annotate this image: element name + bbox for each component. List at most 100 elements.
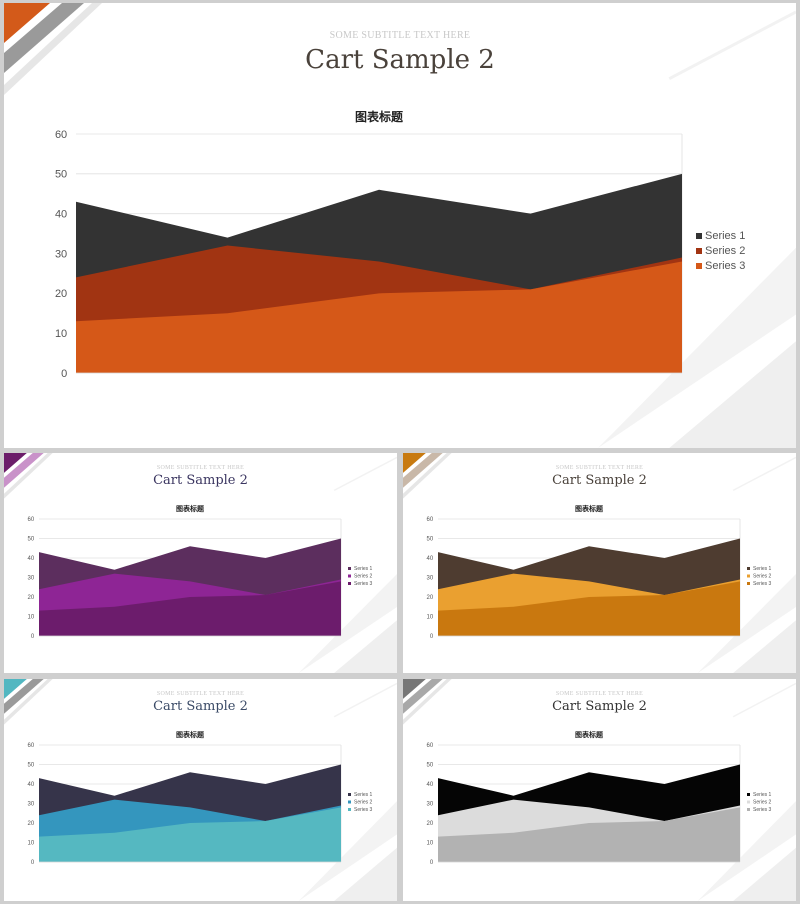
y-tick-label: 10 — [55, 328, 67, 340]
slide-title: Cart Sample 2 — [305, 45, 495, 75]
slide-3[interactable]: SOME SUBTITLE TEXT HERE Cart Sample 2 图表… — [403, 453, 796, 673]
legend-label: Series 3 — [705, 260, 745, 272]
area-series-3 — [438, 581, 740, 636]
corner-stripe — [697, 574, 796, 673]
area-chart: 图表标题 0 10 20 30 40 50 60 Series 1 Series 2Series … — [427, 730, 772, 866]
chart-title: 图表标题 — [575, 730, 604, 739]
slide-decoration — [4, 453, 397, 673]
y-tick-label: 0 — [31, 634, 35, 640]
y-tick-label: 0 — [430, 634, 434, 640]
slide-subtitle: SOME SUBTITLE TEXT HERE — [555, 465, 644, 471]
legend-label: Series 2 — [705, 245, 745, 257]
corner-stripe — [298, 801, 397, 901]
y-tick-label: 30 — [427, 802, 434, 808]
y-tick-label: 0 — [430, 860, 434, 866]
legend-label: Series 3 — [354, 581, 373, 587]
y-tick-label: 40 — [427, 556, 434, 562]
y-tick-label: 20 — [28, 821, 35, 827]
legend-swatch — [696, 248, 702, 254]
chart-title: 图表标题 — [176, 504, 205, 513]
corner-stripe — [669, 341, 796, 448]
y-tick-label: 30 — [28, 802, 35, 808]
y-tick-label: 60 — [28, 517, 35, 523]
slide-1[interactable]: SOME SUBTITLE TEXT HERE Cart Sample 2 图表… — [4, 3, 796, 448]
legend-label: Series 3 — [753, 581, 772, 587]
y-tick-label: 60 — [55, 129, 67, 141]
slide-title: Cart Sample 2 — [153, 699, 248, 714]
legend-swatch — [747, 582, 750, 585]
corner-stripe — [732, 682, 796, 718]
y-tick-label: 40 — [55, 209, 67, 221]
corner-stripe — [733, 847, 796, 901]
y-tick-label: 0 — [61, 368, 67, 380]
slide-4[interactable]: SOME SUBTITLE TEXT HERE Cart Sample 2 图表… — [4, 679, 397, 901]
corner-stripe — [403, 679, 443, 714]
legend-swatch — [747, 793, 750, 796]
y-tick-label: 40 — [28, 782, 35, 788]
legend-swatch — [348, 574, 351, 578]
chart-title: 图表标题 — [176, 730, 205, 739]
y-tick-label: 40 — [28, 556, 35, 562]
y-tick-label: 40 — [427, 782, 434, 788]
chart-title: 图表标题 — [355, 109, 404, 124]
y-tick-label: 20 — [427, 595, 434, 601]
y-tick-label: 10 — [427, 841, 434, 847]
slide-title: Cart Sample 2 — [552, 699, 647, 714]
y-tick-label: 60 — [28, 743, 35, 749]
y-tick-label: 60 — [427, 743, 434, 749]
slide-decoration — [4, 3, 796, 448]
area-series-3 — [39, 581, 341, 636]
legend-label: Series 2 — [354, 800, 373, 806]
slide-title: Cart Sample 2 — [153, 473, 248, 488]
corner-stripe — [403, 453, 443, 488]
y-tick-label: 50 — [55, 169, 67, 181]
legend-swatch — [348, 808, 351, 811]
corner-stripe — [4, 3, 84, 73]
legend-label: Series 2 — [753, 574, 772, 580]
corner-stripe — [4, 3, 102, 95]
slide-title: Cart Sample 2 — [552, 473, 647, 488]
legend-swatch — [348, 793, 351, 796]
y-tick-label: 60 — [427, 517, 434, 523]
y-tick-label: 50 — [427, 763, 434, 769]
legend-swatch — [696, 233, 702, 239]
area-chart: 图表标题 0 10 20 30 40 50 60 Series 1 Series 2Series … — [28, 730, 373, 866]
chart-title: 图表标题 — [575, 504, 604, 513]
area-chart: 图表标题 0 10 20 30 40 50 60 Series 1 Series 2Series … — [28, 504, 373, 640]
legend-swatch — [348, 800, 351, 804]
corner-stripe — [697, 801, 796, 901]
slide-subtitle: SOME SUBTITLE TEXT HERE — [555, 691, 644, 697]
corner-stripe — [732, 456, 796, 492]
legend-label: Series 2 — [753, 800, 772, 806]
y-tick-label: 10 — [28, 841, 35, 847]
legend-label: Series 1 — [354, 792, 373, 798]
legend-label: Series 1 — [753, 792, 772, 798]
area-series-3 — [76, 261, 682, 373]
y-tick-label: 50 — [427, 537, 434, 543]
area-chart: 图表标题 0 10 20 30 40 50 60 Series 1 Series 2Series … — [427, 504, 772, 640]
y-tick-label: 0 — [31, 860, 35, 866]
legend-label: Series 3 — [753, 807, 772, 813]
slide-2[interactable]: SOME SUBTITLE TEXT HERE Cart Sample 2 图表… — [4, 453, 397, 673]
legend-label: Series 1 — [753, 566, 772, 572]
corner-stripe — [668, 10, 796, 80]
area-series-3 — [438, 807, 740, 862]
slide-decoration — [403, 679, 796, 901]
slide-5[interactable]: SOME SUBTITLE TEXT HERE Cart Sample 2 图表… — [403, 679, 796, 901]
y-tick-label: 10 — [28, 615, 35, 621]
legend-swatch — [348, 582, 351, 585]
corner-accent-triangle — [4, 3, 50, 43]
slide-decoration — [403, 453, 796, 673]
slide-subtitle: SOME SUBTITLE TEXT HERE — [329, 30, 471, 41]
legend-swatch — [348, 567, 351, 570]
legend-label: Series 2 — [354, 574, 373, 580]
legend-swatch — [747, 567, 750, 570]
legend-swatch — [747, 808, 750, 811]
y-tick-label: 10 — [427, 615, 434, 621]
y-tick-label: 20 — [28, 595, 35, 601]
slide-subtitle: SOME SUBTITLE TEXT HERE — [156, 465, 245, 471]
legend-swatch — [747, 800, 750, 804]
corner-stripe — [334, 847, 397, 901]
legend-swatch — [747, 574, 750, 578]
y-tick-label: 30 — [55, 248, 67, 260]
